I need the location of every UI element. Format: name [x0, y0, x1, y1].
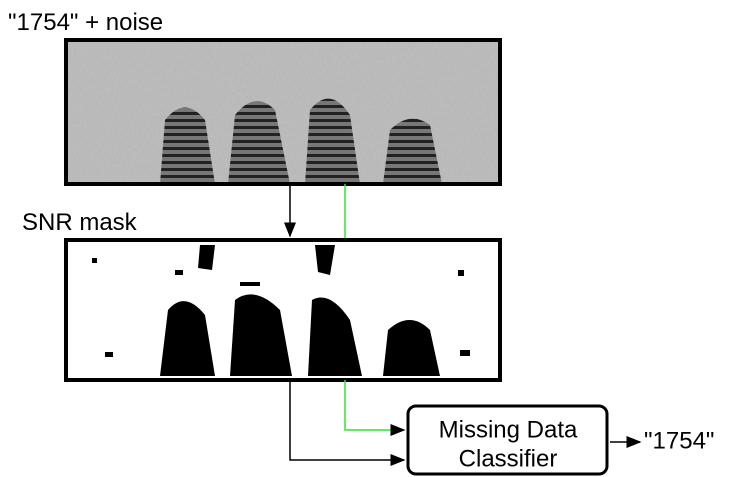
classifier-box — [406, 404, 609, 476]
classifier-line: Classifier — [459, 445, 558, 472]
output-label: "1754" — [644, 427, 714, 454]
arrow-green — [344, 380, 406, 436]
arrow — [289, 380, 406, 466]
input-label: "1754" + noise — [8, 9, 163, 36]
noisy-spectrogram — [64, 38, 502, 186]
classifier-line: Missing Data — [439, 416, 578, 443]
mask-label: SNR mask — [22, 209, 138, 236]
snr-mask — [64, 238, 502, 382]
